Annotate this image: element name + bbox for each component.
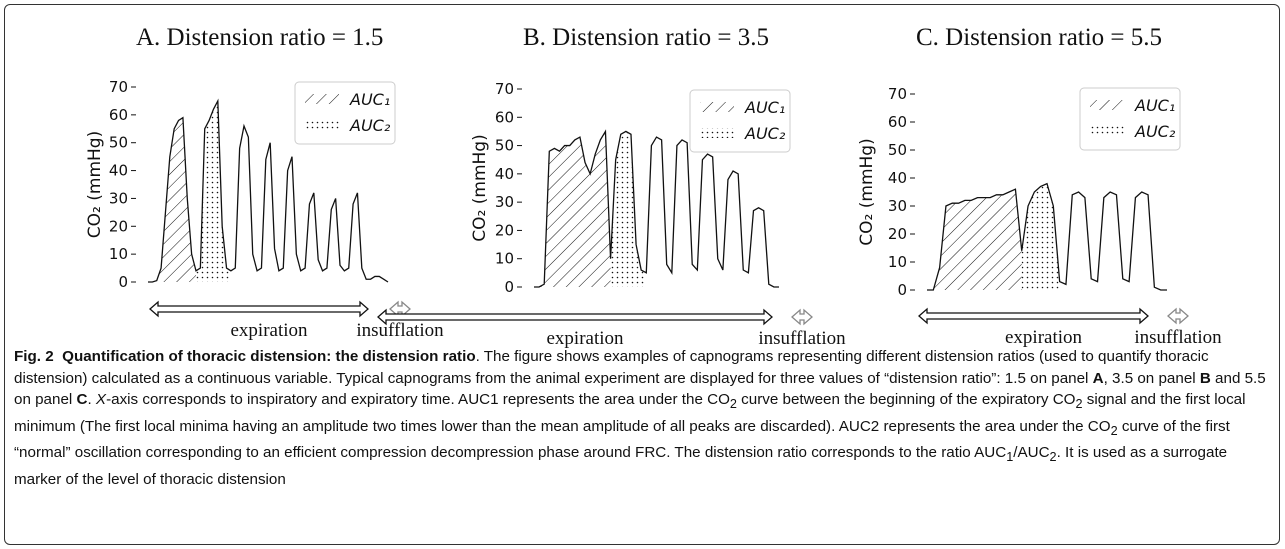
expiration-label: expiration [1005, 327, 1083, 348]
y-tick-label: 50 [109, 134, 128, 152]
caption-subscript: 2 [1075, 397, 1083, 412]
figure-frame [4, 4, 1280, 545]
dots-swatch [700, 128, 734, 138]
y-tick-label: 10 [495, 250, 514, 268]
y-tick-label: 50 [495, 137, 514, 155]
panel-c-title: C. Distension ratio = 5.5 [916, 24, 1163, 51]
caption-panel-c: C [76, 391, 88, 408]
y-tick-label: 60 [495, 108, 514, 126]
auc1-area [148, 117, 196, 283]
expiration-arrow [149, 300, 369, 318]
y-tick-label: 50 [888, 141, 907, 159]
expiration-label: expiration [230, 320, 308, 341]
y-tick-label: 30 [888, 197, 907, 215]
legend-auc2: AUC₂ [349, 116, 391, 135]
y-tick-label: 0 [118, 273, 128, 291]
y-tick-label: 20 [495, 221, 514, 239]
caption-text: , 3.5 on panel [1103, 369, 1200, 387]
y-axis-label: CO₂ (mmHg) [470, 134, 490, 241]
figure-charts: 0 10 20 30 40 50 60 70 CO₂ (mmHg) AUC₁ AUC₂ expirat… [85, 78, 1222, 349]
caption-fig-label: Fig. 2 [14, 348, 54, 365]
capnogram-panel-a: 0 10 20 30 40 50 60 70 CO₂ (mmHg) AUC₁ AUC₂ expirat… [85, 78, 444, 341]
y-tick-label: 30 [109, 189, 128, 207]
y-tick-label: 40 [888, 169, 907, 187]
caption-panel-b: B [1199, 369, 1211, 387]
legend: AUC₁ AUC₂ [294, 81, 396, 145]
caption-text: /AUC [1013, 444, 1050, 462]
y-tick-label: 20 [109, 217, 128, 235]
caption-text: curve of the first “normal” oscillation … [14, 417, 1230, 462]
insufflation-label: insufflation [356, 320, 444, 341]
panel-b-title: B. Distension ratio = 3.5 [523, 24, 770, 51]
caption-text: signal and the first local minimum (The … [14, 391, 1246, 435]
caption-text: . It is used as a surrogate marker of th… [14, 444, 1228, 488]
capnogram-line [534, 129, 779, 288]
capnogram-line [927, 182, 1167, 291]
legend-auc1: AUC₁ [1134, 96, 1175, 115]
expiration-arrow [377, 308, 773, 326]
insufflation-label: insufflation [1134, 327, 1222, 348]
insufflation-label: insufflation [758, 328, 846, 349]
caption-subscript: 2 [1049, 450, 1057, 465]
capnogram-panel-c: 0 10 20 30 40 50 60 70 CO₂ (mmHg) AUC₁ AUC₂ expirat… [857, 85, 1222, 348]
y-tick-label: 70 [495, 80, 514, 98]
caption-text: . The figure shows examples of capnogram… [14, 348, 1209, 387]
y-tick-label: 20 [888, 225, 907, 243]
y-tick-label: 70 [109, 78, 128, 96]
y-tick-label: 70 [888, 85, 907, 103]
hatch-swatch [700, 102, 734, 112]
y-tick-label: 40 [495, 165, 514, 183]
y-tick-label: 10 [888, 253, 907, 271]
y-tick-label: 0 [897, 281, 907, 299]
auc1-area [927, 189, 1022, 290]
caption-panel-a: A [1092, 369, 1104, 387]
y-tick-label: 10 [109, 245, 128, 263]
legend: AUC₁ AUC₂ [689, 89, 791, 153]
capnogram-line [148, 98, 389, 283]
caption-x-axis: X [95, 391, 107, 408]
legend: AUC₁ AUC₂ [1079, 87, 1181, 151]
y-axis-label: CO₂ (mmHg) [857, 138, 877, 245]
y-axis-label: CO₂ (mmHg) [85, 131, 105, 238]
auc2-area [610, 131, 647, 287]
caption-subscript: 1 [1006, 450, 1014, 465]
capnogram-panel-b: 0 10 20 30 40 50 60 70 CO₂ (mmHg) AUC₁ AUC₂ expirat… [377, 80, 846, 349]
y-tick-label: 60 [109, 106, 128, 124]
auc2-area [1021, 183, 1060, 290]
dots-swatch [305, 120, 339, 130]
caption-text: -axis corresponds to inspiratory and exp… [106, 391, 730, 408]
caption-text: and 5.5 on panel [14, 369, 1266, 409]
insufflation-arrow [389, 300, 411, 318]
legend-auc1: AUC₁ [349, 90, 390, 109]
expiration-label: expiration [546, 328, 624, 349]
figure-caption: Fig. 2 Quantification of thoracic disten… [14, 346, 1266, 490]
legend-auc2: AUC₂ [1134, 122, 1176, 141]
expiration-arrow [918, 307, 1149, 325]
y-tick-label: 30 [495, 193, 514, 211]
y-tick-label: 40 [109, 162, 128, 180]
hatch-swatch [305, 94, 339, 104]
legend-auc1: AUC₁ [744, 98, 785, 117]
caption-subscript: 2 [1110, 423, 1118, 438]
insufflation-arrow [1167, 307, 1189, 325]
hatch-swatch [1090, 100, 1124, 110]
caption-text: curve between the beginning of the expir… [736, 391, 1076, 408]
y-tick-label: 0 [504, 278, 514, 296]
legend-auc2: AUC₂ [744, 124, 786, 143]
caption-title: Quantification of thoracic distension: t… [62, 348, 476, 365]
insufflation-arrow [791, 308, 813, 326]
caption-subscript: 2 [729, 397, 737, 412]
caption-text: . [87, 391, 96, 408]
panel-a-title: A. Distension ratio = 1.5 [136, 24, 384, 51]
y-tick-label: 60 [888, 113, 907, 131]
dots-swatch [1090, 126, 1124, 136]
